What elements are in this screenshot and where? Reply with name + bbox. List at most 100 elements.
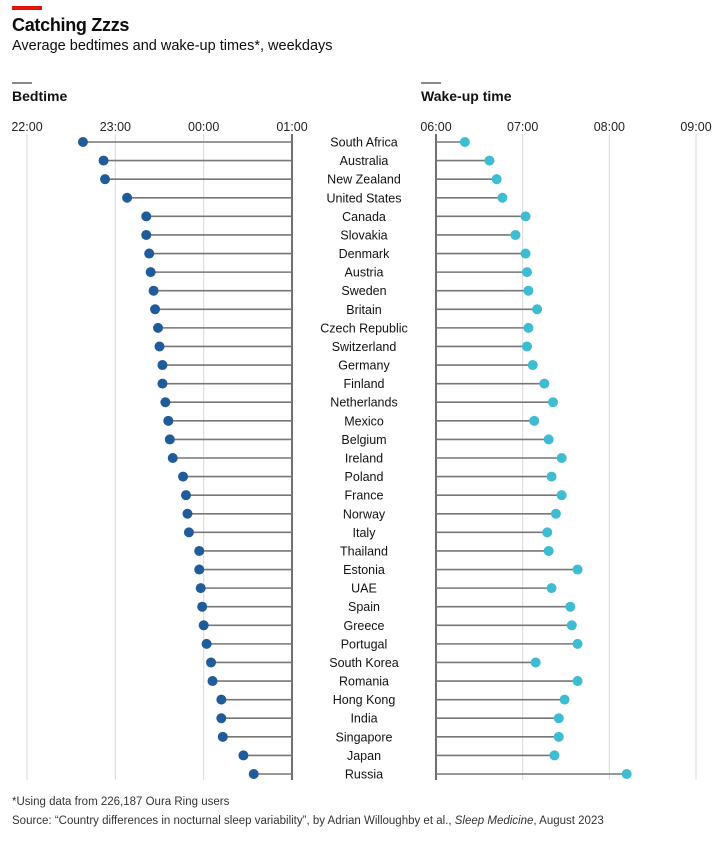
lollipop-dot-thailand (194, 545, 205, 556)
lollipop-dot-hong-kong (216, 694, 227, 705)
lollipop-dot-belgium (543, 434, 554, 445)
category-label: Czech Republic (320, 321, 408, 335)
lollipop-dot-norway (550, 508, 561, 519)
lollipop-dot-portugal (201, 638, 212, 649)
category-label: Spain (348, 600, 380, 614)
tick-label: 00:00 (188, 120, 219, 134)
lollipop-dot-romania (207, 676, 218, 687)
lollipop-dot-britain (150, 304, 161, 315)
category-label: Ireland (345, 452, 383, 466)
panel-title-1: Wake-up time (421, 88, 512, 104)
lollipop-dot-estonia (194, 564, 205, 575)
chart-title: Catching Zzzs (12, 15, 130, 35)
lollipop-dot-india (553, 713, 564, 724)
lollipop-dot-hong-kong (559, 694, 570, 705)
lollipop-dot-canada (520, 211, 531, 222)
lollipop-dot-poland (178, 471, 189, 482)
lollipop-dot-estonia (572, 564, 583, 575)
lollipop-dot-ireland (556, 453, 567, 463)
category-label: Australia (340, 154, 389, 168)
category-label: Denmark (339, 247, 390, 261)
category-label: Poland (345, 470, 384, 484)
tick-label: 23:00 (100, 120, 131, 134)
tick-label: 08:00 (594, 120, 625, 134)
category-label: South Africa (330, 136, 397, 150)
category-label: Mexico (344, 414, 384, 428)
lollipop-dot-spain (197, 601, 208, 612)
category-label: Switzerland (332, 340, 397, 354)
category-label: Japan (347, 749, 381, 763)
lollipop-dot-czech-republic (523, 322, 534, 333)
tick-label: 07:00 (507, 120, 538, 134)
category-label: Austria (345, 266, 384, 280)
category-label: Hong Kong (333, 693, 396, 707)
lollipop-dot-poland (546, 471, 557, 482)
source-suffix: , August 2023 (533, 815, 604, 827)
lollipop-dot-netherlands (548, 397, 558, 408)
lollipop-dot-finland (539, 378, 550, 389)
lollipop-dot-denmark (144, 248, 155, 259)
lollipop-dot-slovakia (510, 229, 521, 240)
lollipop-dot-south-korea (206, 657, 217, 668)
lollipop-dot-britain (532, 304, 543, 315)
tick-label: 22:00 (11, 120, 42, 134)
lollipop-dot-australia (98, 155, 109, 166)
category-label: France (345, 489, 384, 503)
lollipop-dot-uae (195, 583, 206, 594)
category-label: Greece (344, 619, 385, 633)
category-label: Belgium (341, 433, 386, 447)
lollipop-dot-singapore (553, 731, 564, 742)
lollipop-dot-italy (542, 527, 553, 538)
lollipop-dot-mexico (529, 415, 540, 426)
lollipop-dot-uae (546, 583, 557, 594)
lollipop-dot-norway (182, 508, 193, 519)
lollipop-dot-mexico (163, 415, 174, 426)
lollipop-dot-greece (566, 620, 577, 631)
lollipop-dot-france (181, 490, 191, 501)
lollipop-dot-sweden (523, 285, 534, 296)
tick-label: 06:00 (420, 120, 451, 134)
category-label: India (350, 712, 377, 726)
category-label: Germany (338, 359, 390, 373)
lollipop-dot-austria (522, 267, 532, 278)
lollipop-dot-denmark (520, 248, 531, 259)
lollipop-dot-switzerland (154, 341, 165, 352)
category-label: Russia (345, 768, 383, 782)
lollipop-dot-france (556, 490, 567, 501)
lollipop-dot-united-states (497, 192, 508, 203)
category-label: United States (326, 191, 401, 205)
category-label: Britain (346, 303, 381, 317)
lollipop-dot-russia (621, 769, 632, 779)
source-journal: Sleep Medicine (454, 815, 534, 827)
lollipop-dot-spain (565, 601, 576, 612)
chart-subtitle: Average bedtimes and wake-up times*, wee… (12, 38, 333, 54)
lollipop-dot-ireland (167, 453, 178, 463)
lollipop-dot-japan (238, 750, 249, 761)
lollipop-dot-italy (183, 527, 194, 538)
tick-label: 09:00 (680, 120, 711, 134)
category-label: South Korea (329, 656, 399, 670)
source-prefix: Source: “Country differences in nocturna… (12, 815, 455, 827)
lollipop-dot-new-zealand (491, 174, 502, 185)
lollipop-dot-japan (549, 750, 560, 761)
category-label: UAE (351, 582, 377, 596)
category-label: Portugal (341, 637, 388, 651)
brand-accent-bar (12, 6, 42, 10)
category-label: Singapore (336, 730, 393, 744)
category-label: Canada (342, 210, 386, 224)
lollipop-dot-belgium (164, 434, 175, 445)
lollipop-dot-united-states (122, 192, 133, 203)
lollipop-dot-new-zealand (100, 174, 111, 185)
lollipop-dot-netherlands (160, 397, 171, 408)
lollipop-dot-sweden (148, 285, 159, 296)
category-label: Sweden (341, 284, 386, 298)
category-label: Slovakia (340, 228, 387, 242)
category-label: Estonia (343, 563, 385, 577)
tick-label: 01:00 (276, 120, 307, 134)
category-label: Norway (343, 507, 386, 521)
lollipop-dot-switzerland (522, 341, 532, 352)
lollipop-dot-germany (527, 360, 538, 371)
lollipop-dot-portugal (572, 638, 583, 649)
lollipop-dot-romania (572, 676, 583, 687)
